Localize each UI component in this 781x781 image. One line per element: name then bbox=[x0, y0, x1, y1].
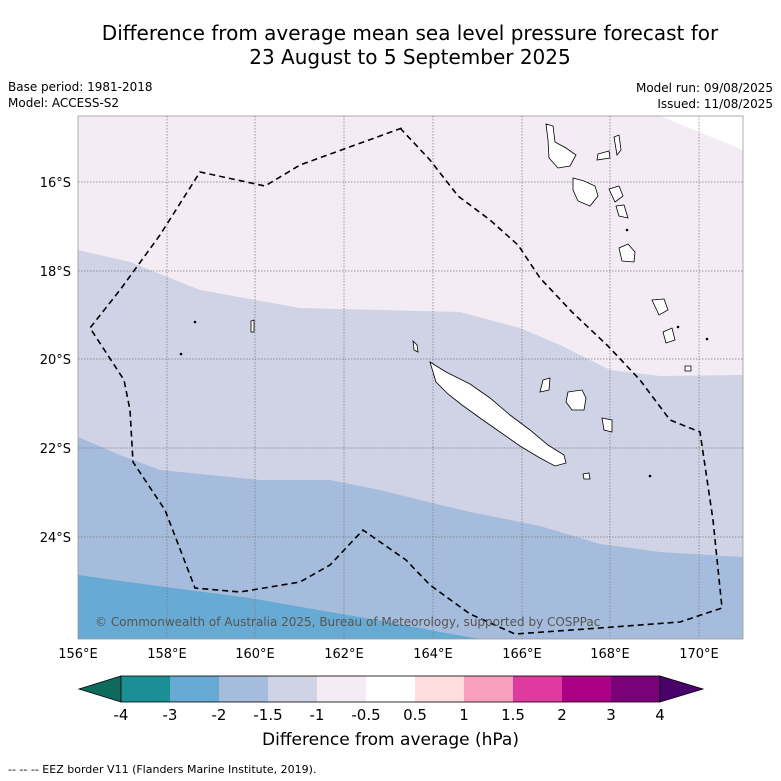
colorbar-tick-label: -1.5 bbox=[253, 706, 282, 724]
colorbar-tick-label: -4 bbox=[114, 706, 129, 724]
map-title-line1: Difference from average mean sea level p… bbox=[101, 21, 719, 45]
issued-date: Issued: 11/08/2025 bbox=[657, 97, 773, 111]
belep-islands bbox=[412, 339, 419, 353]
colorbar-segment bbox=[317, 676, 366, 702]
islet-vanuatu-1 bbox=[625, 228, 629, 232]
model-run: Model run: 09/08/2025 bbox=[635, 81, 773, 95]
colorbar-segment bbox=[415, 676, 464, 702]
colorbar-tick-label: 0.5 bbox=[403, 706, 427, 724]
lon-label: 156°E bbox=[58, 647, 98, 662]
longitude-labels: 156°E 158°E 160°E 162°E 164°E 166°E 168°E 170°E bbox=[58, 647, 719, 662]
colorbar-tick-label: 1.5 bbox=[501, 706, 525, 724]
colorbar-segment bbox=[170, 676, 219, 702]
lon-label: 166°E bbox=[502, 647, 542, 662]
isle-of-pines bbox=[582, 472, 591, 480]
colorbar-over-arrow bbox=[659, 675, 705, 703]
islet-vanuatu-2 bbox=[676, 325, 680, 329]
colorbar-segment bbox=[464, 676, 513, 702]
lon-label: 168°E bbox=[590, 647, 630, 662]
map-copyright-group: © Commonwealth of Australia 2025, Bureau… bbox=[95, 615, 600, 629]
colorbar-tick-label: -0.5 bbox=[351, 706, 380, 724]
colorbar-segment bbox=[611, 676, 660, 702]
pressure-anomaly-field bbox=[78, 116, 743, 639]
mare-island bbox=[601, 417, 613, 433]
base-period: Base period: 1981-2018 bbox=[8, 80, 153, 94]
epi-island bbox=[615, 204, 629, 219]
ouvea-island bbox=[539, 377, 551, 393]
lon-label: 158°E bbox=[147, 647, 187, 662]
malakula-island bbox=[572, 177, 599, 207]
lat-label: 18°S bbox=[40, 265, 71, 280]
islet-west-1 bbox=[193, 320, 197, 324]
meta-right: Model run: 09/08/2025 Issued: 11/08/2025 bbox=[636, 80, 773, 112]
lon-label: 160°E bbox=[235, 647, 275, 662]
efate-island bbox=[618, 243, 636, 263]
colorbar-outline bbox=[120, 675, 661, 703]
tanna-island bbox=[662, 327, 676, 344]
coastlines bbox=[179, 123, 709, 480]
lon-label: 164°E bbox=[413, 647, 453, 662]
lat-label: 24°S bbox=[40, 531, 71, 546]
new-caledonia-mainland bbox=[429, 361, 567, 467]
espiritu-santo-island bbox=[545, 123, 577, 169]
colorbar-segment bbox=[219, 676, 268, 702]
colorbar-tick-label: 1 bbox=[459, 706, 469, 724]
erromango-island bbox=[651, 298, 669, 316]
legend-footer: -- -- -- EEZ border V11 (Flanders Marine… bbox=[8, 763, 317, 776]
graticule bbox=[78, 116, 743, 639]
model-name: Model: ACCESS-S2 bbox=[8, 96, 120, 110]
colorbar-segment bbox=[513, 676, 562, 702]
latitude-labels: 16°S 18°S 20°S 22°S 24°S bbox=[40, 176, 71, 546]
maewo-island bbox=[613, 134, 622, 156]
band-minus-15-to-minus-2 bbox=[78, 437, 743, 639]
colorbar-segment bbox=[562, 676, 611, 702]
colorbar-segment bbox=[121, 676, 170, 702]
colorbar-tick-label: 4 bbox=[655, 706, 665, 724]
band-white-corner bbox=[660, 116, 743, 150]
colorbar-tick-labels: -4 -3 -2 -1.5 -1 -0.5 0.5 1 1.5 2 3 4 bbox=[114, 706, 665, 724]
meta-left: Base period: 1981-2018 Model: ACCESS-S2 bbox=[8, 79, 153, 111]
colorbar-tick-label: 2 bbox=[557, 706, 567, 724]
colorbar-tick-label: -1 bbox=[310, 706, 325, 724]
ambae-island bbox=[596, 150, 611, 161]
colorbar-segment bbox=[366, 676, 415, 702]
eez-border bbox=[89, 127, 723, 635]
ambrym-island bbox=[608, 185, 624, 203]
colorbar bbox=[77, 675, 705, 703]
colorbar-tick-label: 3 bbox=[606, 706, 616, 724]
lat-label: 16°S bbox=[40, 176, 71, 191]
lat-label: 22°S bbox=[40, 442, 71, 457]
map-frame bbox=[77, 115, 744, 640]
chesterfield-reef bbox=[250, 319, 255, 333]
colorbar-segment bbox=[268, 676, 317, 702]
map-copyright: © Commonwealth of Australia 2025, Bureau… bbox=[95, 615, 600, 629]
islet-west-2 bbox=[179, 352, 183, 356]
lon-label: 162°E bbox=[324, 647, 364, 662]
band-minus-2-to-minus-3 bbox=[78, 575, 480, 639]
map-title-line2: 23 August to 5 September 2025 bbox=[249, 45, 571, 69]
colorbar-label: Difference from average (hPa) bbox=[262, 730, 519, 750]
islet-vanuatu-3 bbox=[705, 337, 709, 341]
islet-south bbox=[648, 474, 652, 478]
aneityum-island bbox=[684, 365, 692, 372]
lon-label: 170°E bbox=[679, 647, 719, 662]
colorbar-tick-label: -2 bbox=[212, 706, 227, 724]
lifou-island bbox=[565, 389, 587, 411]
lat-label: 20°S bbox=[40, 353, 71, 368]
colorbar-tick-label: -3 bbox=[163, 706, 178, 724]
colorbar-under-arrow bbox=[77, 675, 122, 703]
